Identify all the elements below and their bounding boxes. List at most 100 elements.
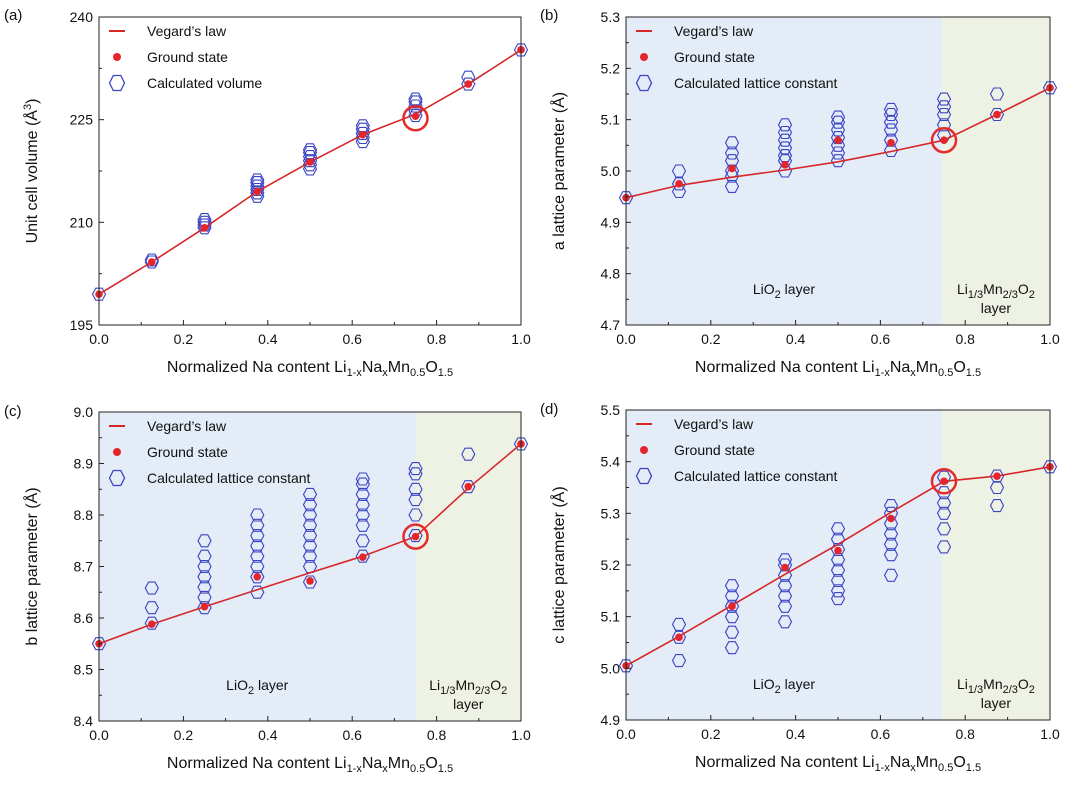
calculated-point: [197, 601, 212, 615]
calculated-point: [513, 43, 529, 57]
calculated-point: [250, 559, 265, 574]
y-axis-title: Unit cell volume (Å3): [22, 99, 41, 244]
calculated-point: [830, 115, 846, 129]
panel-label: (d): [540, 401, 558, 418]
x-tick-label: 0.4: [786, 726, 806, 742]
calculated-point: [461, 77, 476, 91]
y-tick-label: 5.3: [601, 9, 621, 25]
calculated-point: [302, 487, 318, 501]
calculated-point: [777, 589, 793, 603]
calculated-point: [777, 558, 793, 572]
x-tick-label: 0.6: [342, 727, 362, 743]
calculated-point: [91, 637, 107, 651]
calculated-point: [724, 136, 740, 150]
calculated-point: [883, 102, 899, 116]
calculated-point: [302, 559, 318, 574]
ground-state-point: [993, 472, 1001, 480]
region-label-lio2: LiO2 layer: [753, 281, 815, 301]
ground-state-point: [147, 258, 156, 266]
calculated-point: [830, 131, 846, 145]
calculated-point: [408, 529, 423, 543]
legend-calc-swatch: [108, 469, 126, 487]
calculated-point: [408, 482, 423, 496]
calculated-point: [355, 508, 370, 522]
calculated-point: [671, 630, 687, 644]
y-tick-label: 5.0: [601, 163, 621, 179]
calculated-point: [408, 467, 423, 481]
calculated-point: [144, 581, 159, 595]
x-tick-label: 1.0: [511, 331, 531, 347]
ground-state-point: [887, 138, 895, 147]
region-li-mn: [415, 412, 521, 721]
panel-label: (c): [4, 403, 22, 420]
ground-state-point: [728, 602, 736, 611]
panel-label: (b): [540, 7, 558, 24]
region-li-mn: [941, 17, 1050, 325]
ground-state-point: [834, 546, 842, 555]
ground-state-point: [253, 573, 262, 581]
calculated-point: [197, 559, 212, 574]
ground-state-point: [200, 224, 209, 232]
calculated-point: [513, 437, 529, 451]
legend-calc-label: Calculated lattice constant: [674, 75, 838, 91]
x-tick-label: 0.6: [871, 726, 891, 742]
calculated-point: [883, 123, 899, 137]
calculated-point: [724, 625, 740, 639]
calculated-point: [989, 499, 1005, 513]
ground-state-series: [622, 84, 1054, 202]
legend-vegard-label: Vegard’s law: [674, 23, 754, 39]
y-tick-label: 5.2: [601, 557, 621, 573]
y-tick-label: 195: [70, 317, 94, 333]
calculated-point: [777, 125, 793, 140]
calculated-point: [144, 255, 159, 269]
calculated-point: [724, 579, 740, 593]
x-tick-label: 0.0: [616, 726, 636, 742]
vegard-line: [98, 443, 522, 645]
calculated-point: [883, 115, 899, 129]
calculated-point: [197, 213, 212, 227]
calculated-point: [250, 182, 265, 197]
y-tick-label: 210: [70, 214, 94, 230]
x-tick-label: 0.8: [955, 331, 975, 347]
calculated-point: [144, 253, 159, 267]
x-axis-title: Normalized Na content Li1-xNaxMn0.5O1.5: [167, 755, 453, 775]
calculated-point: [302, 539, 318, 553]
legend-calc-swatch: [635, 74, 653, 92]
calculated-point: [197, 590, 212, 604]
region-label-li-mn: Li1/3Mn2/3O2: [429, 677, 507, 697]
panel-a: 0.0 0.2 0.4 0.6 0.8 1.0 195 210 225 240 Normalized…: [4, 7, 531, 379]
calculated-point: [355, 126, 370, 140]
legend-calc-swatch: [108, 74, 126, 92]
calculated-point: [671, 654, 687, 668]
calculated-point: [989, 107, 1005, 122]
y-tick-label: 5.4: [601, 454, 621, 470]
calculated-point: [724, 610, 740, 624]
calculated-point: [777, 599, 793, 613]
legend-calc-swatch: [635, 467, 653, 485]
calculated-point: [777, 615, 793, 629]
vegard-line: [625, 466, 1051, 667]
y-tick-label: 4.9: [601, 214, 621, 230]
x-tick-label: 0.2: [174, 331, 194, 347]
ground-state-point: [887, 514, 895, 523]
calculated-point: [777, 118, 793, 132]
y-tick-label: 5.0: [601, 660, 621, 676]
calculated-point: [197, 534, 212, 548]
region-label-li-mn: Li1/3Mn2/3O2: [957, 676, 1035, 696]
ground-state-point: [728, 164, 736, 173]
calculated-point: [883, 133, 899, 147]
calculated-point: [302, 498, 318, 512]
legend-ground-swatch: [113, 53, 121, 61]
calculated-point: [883, 499, 899, 513]
legend: Vegard’s law Ground state Calculated volum…: [108, 23, 262, 92]
x-tick-label: 0.4: [258, 727, 278, 743]
legend-ground-label: Ground state: [674, 442, 755, 458]
y-axis-title: c lattice parameter (Å): [549, 486, 568, 643]
calculated-point: [936, 540, 952, 554]
calculated-point: [461, 447, 476, 461]
legend-calc-label: Calculated lattice constant: [674, 468, 838, 484]
calculated-point: [197, 580, 212, 594]
calculated-point: [408, 508, 423, 522]
